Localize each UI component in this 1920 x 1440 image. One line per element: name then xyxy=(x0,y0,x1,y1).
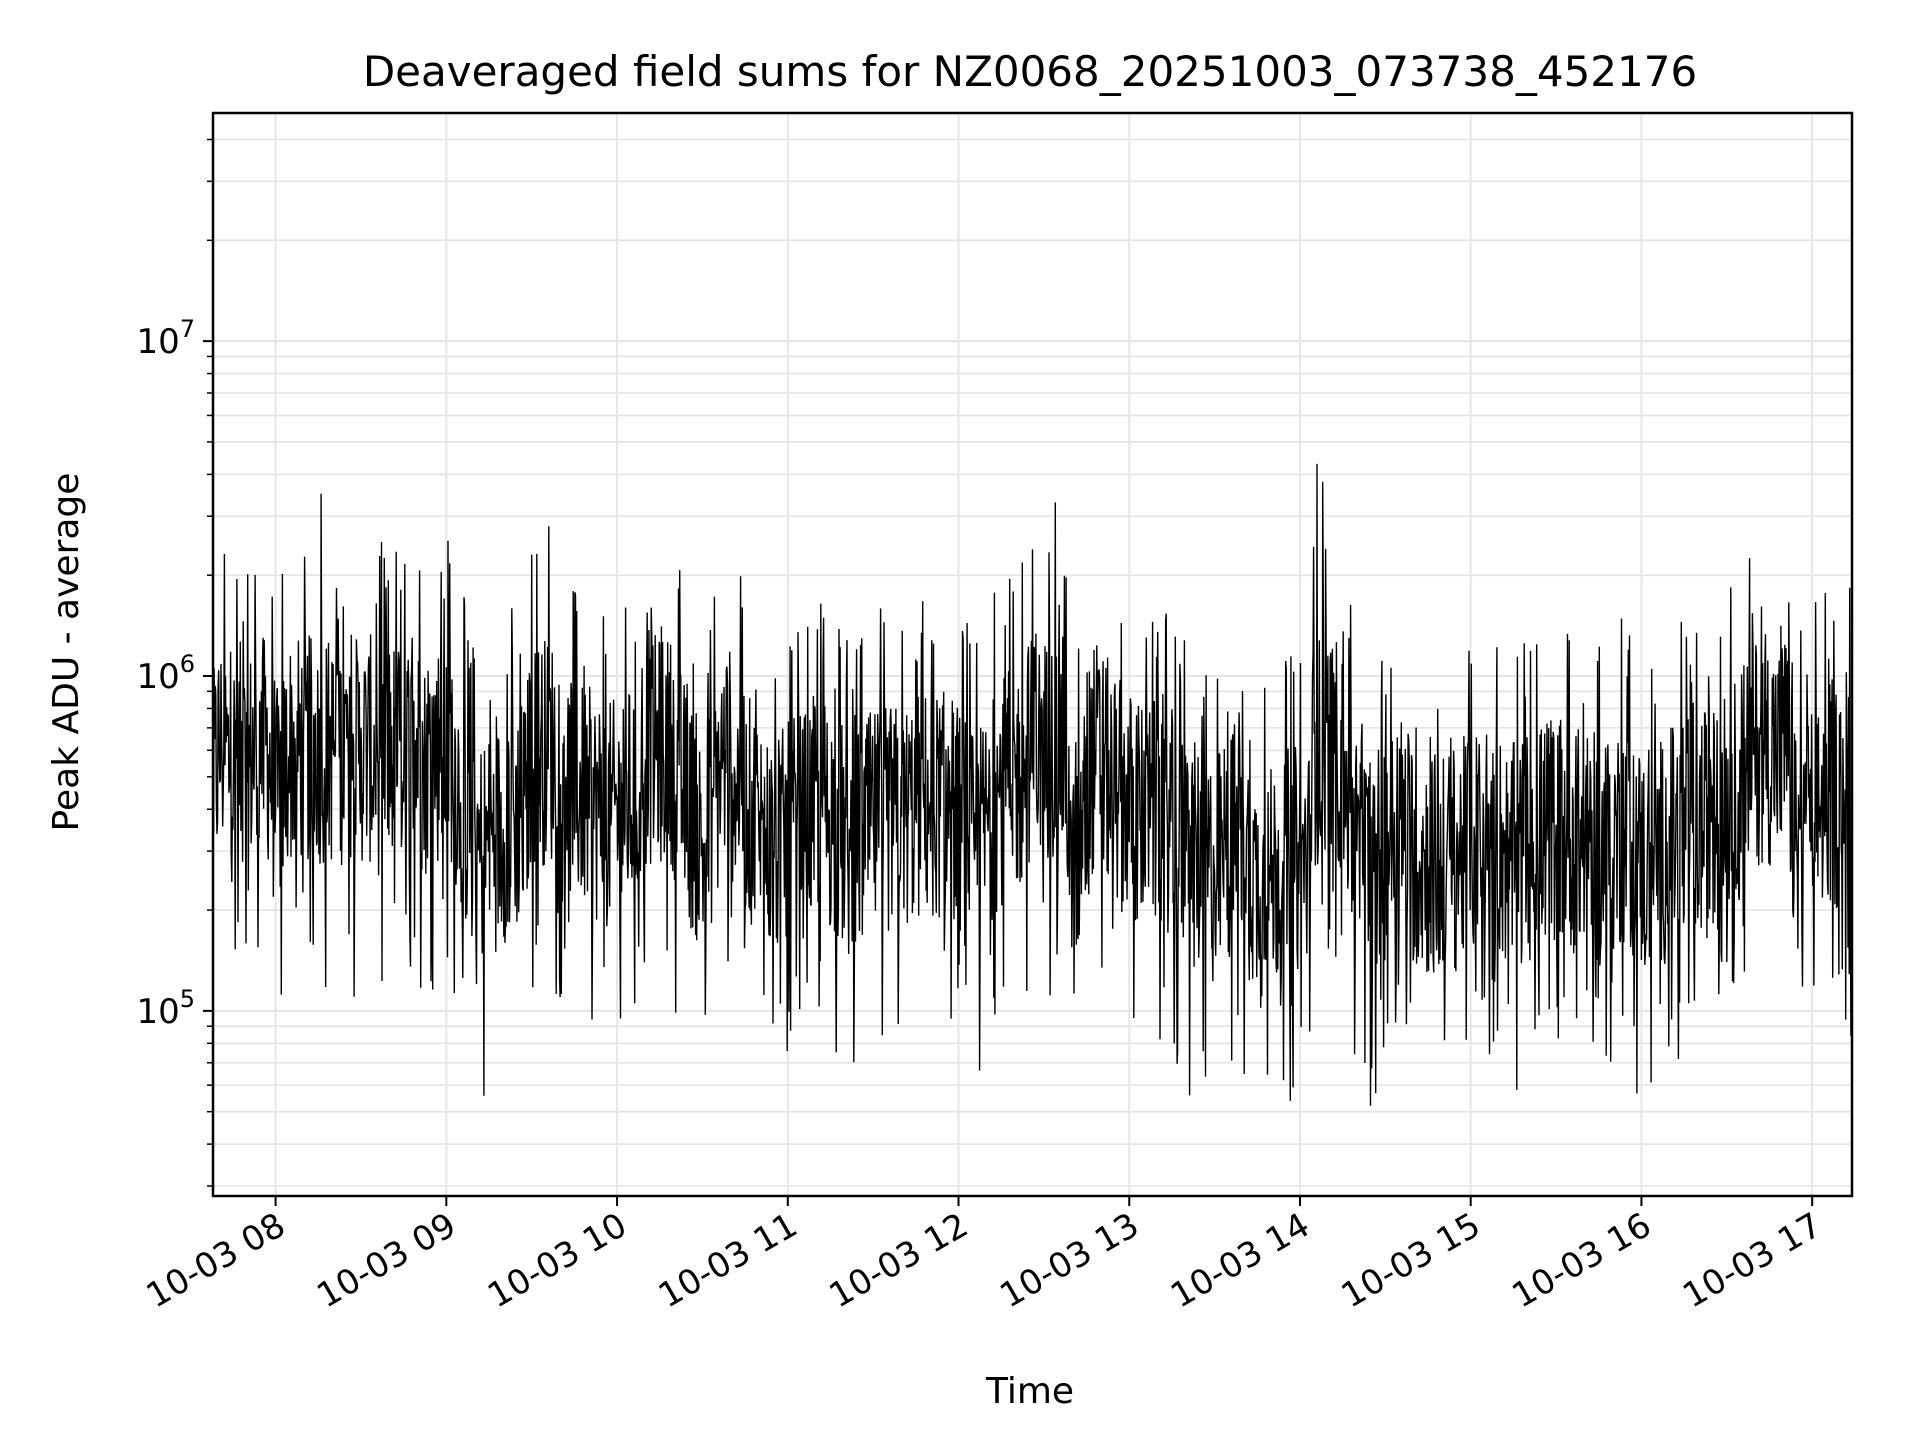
x-axis-label: Time xyxy=(985,1371,1074,1412)
series-line-group xyxy=(212,463,1853,1106)
y-tick-label: 105 xyxy=(136,985,195,1032)
series-line xyxy=(212,463,1853,1106)
plot-frame xyxy=(211,111,1854,1198)
y-tick-label: 107 xyxy=(136,315,195,362)
chart-title: Deaveraged field sums for NZ0068_2025100… xyxy=(363,47,1697,96)
y-axis-ticks: 105 106 107 xyxy=(136,138,213,1187)
y-axis-label: Peak ADU - average xyxy=(46,473,87,832)
y-tick-label: 106 xyxy=(136,650,195,697)
